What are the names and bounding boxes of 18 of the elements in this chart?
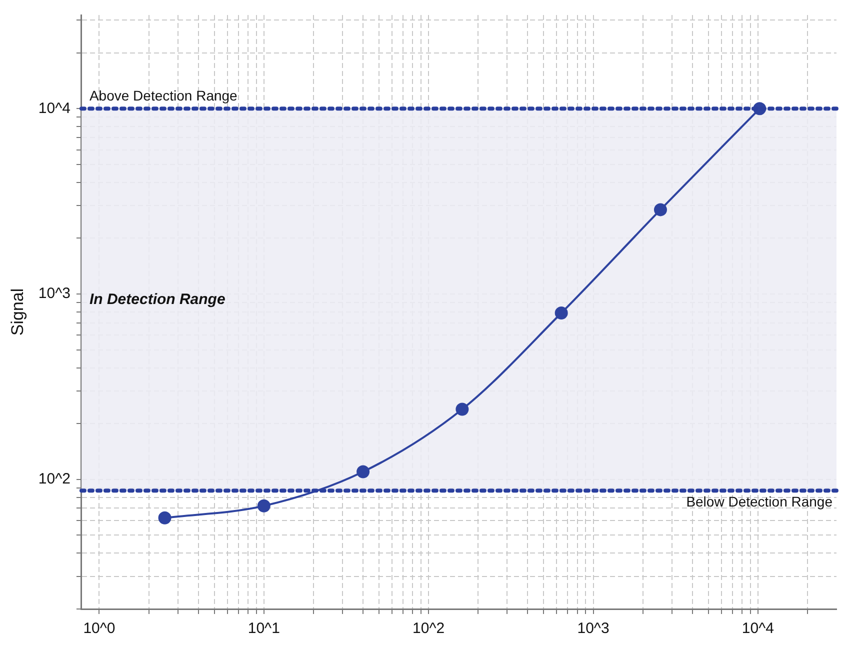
- point: [554, 306, 568, 320]
- y-tick-label: 10^4: [38, 100, 70, 117]
- x-tick-label: 10^2: [412, 620, 445, 638]
- point: [257, 499, 270, 512]
- y-tick-label: 10^3: [38, 285, 70, 302]
- y-axis-title: Signal: [8, 288, 27, 336]
- point: [356, 465, 370, 478]
- point: [158, 511, 172, 524]
- x-tick-label: 10^1: [248, 620, 280, 638]
- y-tick-label: 10^2: [38, 470, 70, 488]
- band-label: In Detection Range: [89, 290, 226, 308]
- point: [654, 203, 667, 216]
- point: [456, 402, 469, 416]
- ref-line-label: Above Detection Range: [89, 88, 238, 104]
- x-tick-label: 10^0: [83, 620, 116, 638]
- ref-line-label: Below Detection Range: [686, 493, 833, 510]
- x-tick-label: 10^4: [742, 620, 774, 638]
- x-tick-label: 10^3: [577, 620, 610, 638]
